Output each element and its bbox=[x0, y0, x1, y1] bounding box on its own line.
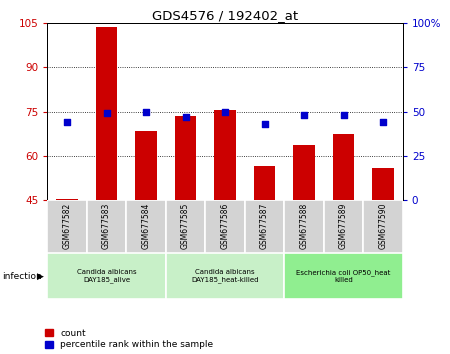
Text: GSM677582: GSM677582 bbox=[63, 202, 72, 249]
Bar bbox=[166, 200, 205, 253]
Bar bbox=[126, 200, 166, 253]
Bar bbox=[254, 166, 275, 200]
Bar bbox=[96, 27, 117, 200]
Text: GSM677589: GSM677589 bbox=[339, 202, 348, 249]
Point bbox=[103, 110, 110, 116]
Bar bbox=[166, 253, 284, 299]
Text: Candida albicans
DAY185_heat-killed: Candida albicans DAY185_heat-killed bbox=[191, 269, 259, 283]
Bar bbox=[56, 199, 78, 200]
Bar bbox=[363, 200, 403, 253]
Text: GSM677587: GSM677587 bbox=[260, 202, 269, 249]
Point bbox=[261, 121, 268, 127]
Point bbox=[142, 109, 149, 114]
Bar bbox=[87, 200, 126, 253]
Bar bbox=[324, 200, 363, 253]
Text: infection: infection bbox=[2, 272, 42, 281]
Point bbox=[379, 119, 387, 125]
Text: GSM677584: GSM677584 bbox=[141, 202, 150, 249]
Text: GSM677583: GSM677583 bbox=[102, 202, 111, 249]
Bar bbox=[284, 253, 403, 299]
Text: Candida albicans
DAY185_alive: Candida albicans DAY185_alive bbox=[76, 269, 136, 283]
Legend: count, percentile rank within the sample: count, percentile rank within the sample bbox=[45, 329, 213, 349]
Bar bbox=[175, 116, 196, 200]
Bar bbox=[245, 200, 284, 253]
Point bbox=[340, 112, 347, 118]
Point bbox=[182, 114, 189, 120]
Point bbox=[221, 109, 229, 114]
Bar bbox=[135, 131, 157, 200]
Bar bbox=[284, 200, 324, 253]
Text: GSM677586: GSM677586 bbox=[220, 202, 230, 249]
Bar bbox=[47, 253, 166, 299]
Point bbox=[301, 112, 308, 118]
Bar bbox=[205, 200, 245, 253]
Text: ▶: ▶ bbox=[37, 272, 44, 281]
Bar bbox=[293, 145, 315, 200]
Point bbox=[63, 119, 71, 125]
Text: GSM677585: GSM677585 bbox=[181, 202, 190, 249]
Text: GSM677588: GSM677588 bbox=[300, 202, 309, 249]
Title: GDS4576 / 192402_at: GDS4576 / 192402_at bbox=[152, 9, 298, 22]
Bar bbox=[214, 110, 236, 200]
Bar bbox=[47, 200, 87, 253]
Text: GSM677590: GSM677590 bbox=[378, 202, 387, 249]
Text: Escherichia coli OP50_heat
killed: Escherichia coli OP50_heat killed bbox=[296, 269, 391, 283]
Bar bbox=[372, 167, 394, 200]
Bar bbox=[333, 133, 354, 200]
